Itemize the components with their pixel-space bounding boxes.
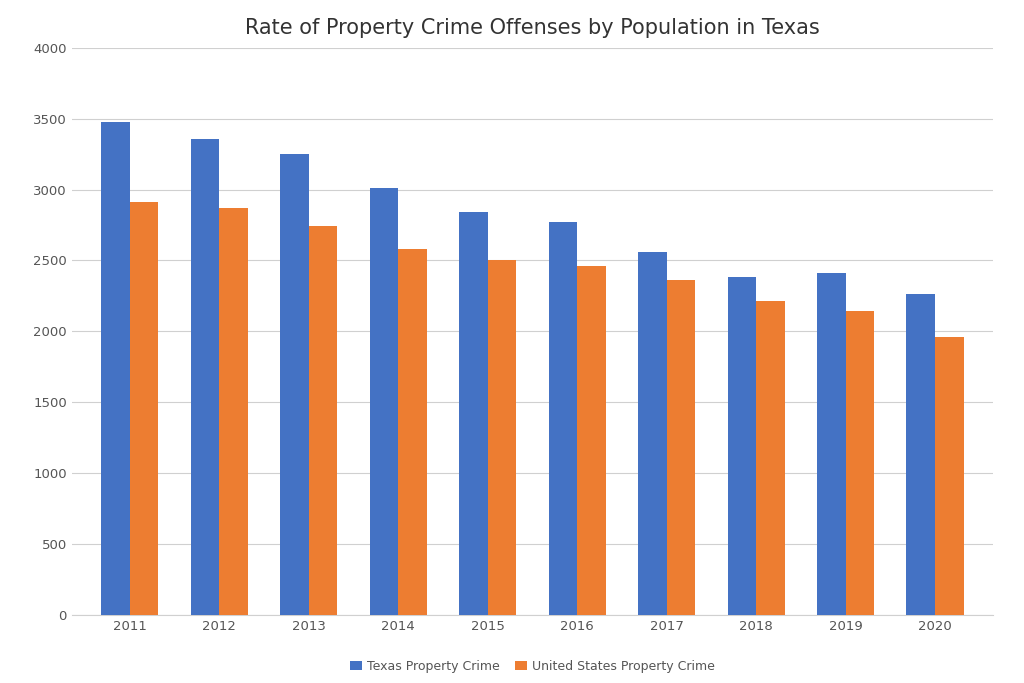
Title: Rate of Property Crime Offenses by Population in Texas: Rate of Property Crime Offenses by Popul… (245, 18, 820, 38)
Bar (101, 122, 130, 615)
Bar (459, 212, 487, 615)
Bar (370, 188, 398, 615)
Legend: Texas Property Crime, United States Property Crime: Texas Property Crime, United States Prop… (345, 655, 720, 678)
Bar (935, 337, 964, 615)
Bar (727, 277, 756, 615)
Bar (578, 266, 606, 615)
Bar (130, 202, 159, 615)
Bar (906, 294, 935, 615)
Bar (219, 208, 248, 615)
Bar (549, 222, 578, 615)
Bar (487, 260, 516, 615)
Bar (846, 311, 874, 615)
Bar (667, 279, 695, 615)
Bar (398, 249, 427, 615)
Bar (638, 252, 667, 615)
Bar (756, 301, 784, 615)
Bar (817, 273, 846, 615)
Bar (190, 139, 219, 615)
Bar (309, 226, 338, 615)
Bar (281, 154, 309, 615)
